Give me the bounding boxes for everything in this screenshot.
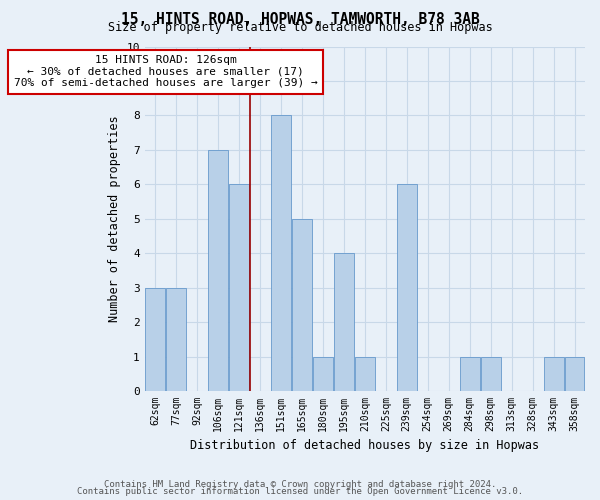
Text: 15 HINTS ROAD: 126sqm
← 30% of detached houses are smaller (17)
70% of semi-deta: 15 HINTS ROAD: 126sqm ← 30% of detached … [14, 55, 317, 88]
Bar [355, 356, 375, 391]
X-axis label: Distribution of detached houses by size in Hopwas: Distribution of detached houses by size … [190, 440, 539, 452]
Bar [145, 288, 165, 391]
Text: Contains HM Land Registry data © Crown copyright and database right 2024.: Contains HM Land Registry data © Crown c… [104, 480, 496, 489]
Bar [229, 184, 249, 391]
Text: Contains public sector information licensed under the Open Government Licence v3: Contains public sector information licen… [77, 488, 523, 496]
Text: 15, HINTS ROAD, HOPWAS, TAMWORTH, B78 3AB: 15, HINTS ROAD, HOPWAS, TAMWORTH, B78 3A… [121, 12, 479, 26]
Bar [292, 219, 312, 391]
Bar [313, 356, 333, 391]
Bar [397, 184, 417, 391]
Bar [166, 288, 186, 391]
Bar [565, 356, 584, 391]
Bar [544, 356, 563, 391]
Bar [481, 356, 500, 391]
Bar [208, 150, 228, 391]
Bar [334, 253, 354, 391]
Y-axis label: Number of detached properties: Number of detached properties [108, 116, 121, 322]
Bar [271, 116, 291, 391]
Bar [460, 356, 479, 391]
Text: Size of property relative to detached houses in Hopwas: Size of property relative to detached ho… [107, 22, 493, 35]
